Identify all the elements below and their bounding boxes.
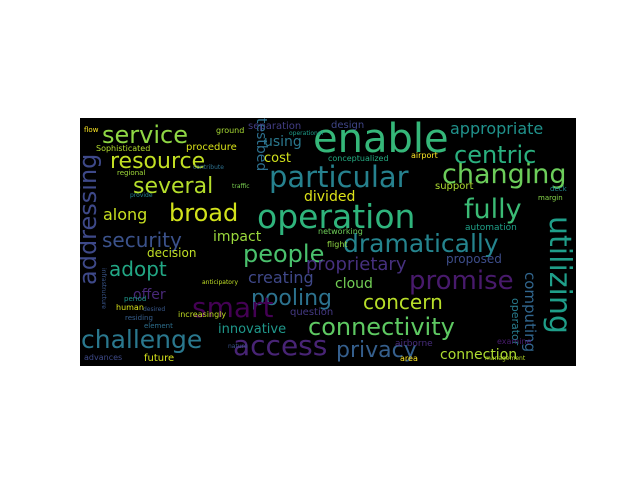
word-proposed: proposed [446, 252, 502, 266]
word-airborne: airborne [395, 339, 433, 349]
word-cloud: operation enable particular changing ser… [80, 118, 576, 366]
word-period: period [124, 295, 147, 303]
word-ground: ground [216, 126, 245, 135]
word-examine: examine [497, 337, 532, 346]
word-several: several [133, 174, 214, 199]
word-support: support [435, 181, 474, 192]
word-service: service [102, 121, 188, 149]
word-element: element [144, 322, 173, 330]
word-desired: desired [143, 306, 166, 313]
word-advances: advances [84, 353, 123, 362]
word-particular: particular [269, 160, 409, 194]
word-management: management [485, 355, 526, 362]
word-airport: airport [411, 151, 438, 160]
word-nature: nature [228, 343, 248, 350]
word-decision: decision [147, 246, 197, 260]
word-connectivity: connectivity [308, 313, 455, 341]
word-margin: margin [538, 194, 563, 202]
word-cost: cost [264, 151, 291, 166]
word-dramatically: dramatically [343, 229, 499, 258]
word-concern: concern [363, 290, 443, 314]
word-offer: offer [133, 287, 166, 303]
word-procedure: procedure [186, 142, 237, 153]
word-anticipatory: anticipatory [202, 279, 238, 286]
word-cloud: cloud [335, 276, 373, 292]
word-fully: fully [464, 194, 522, 225]
word-addressing: addressing [80, 153, 102, 285]
word-flow: flow [84, 126, 99, 134]
word-infrastructure: infrastructure [100, 268, 107, 309]
word-flight: flight [327, 240, 348, 249]
word-operational: operational [289, 130, 324, 137]
word-smart: smart [192, 291, 274, 324]
word-residing: residing [125, 314, 153, 322]
word-sophisticated: Sophisticated [96, 144, 151, 153]
word-security: security [102, 228, 182, 252]
word-automation: automation [465, 223, 517, 233]
word-deck: deck [550, 185, 567, 193]
word-adopt: adopt [109, 257, 167, 281]
word-divided: divided [304, 189, 356, 205]
word-contribute: contribute [193, 164, 224, 171]
word-along: along [103, 205, 148, 224]
word-centric: centric [454, 141, 537, 169]
word-access: access [233, 329, 328, 362]
word-connection: connection [440, 347, 518, 363]
word-networking: networking [318, 227, 363, 236]
word-traffic: traffic [232, 183, 250, 190]
word-future: future [144, 353, 175, 364]
word-privacy: privacy [336, 338, 417, 363]
word-resource: resource [110, 149, 206, 174]
word-separation: separation [248, 121, 302, 132]
word-conceptualized: conceptualized [328, 154, 389, 163]
word-enable: enable [313, 118, 449, 162]
word-broad: broad [169, 199, 239, 227]
word-appropriate: appropriate [450, 119, 544, 138]
word-human: human [116, 303, 144, 312]
word-changing: changing [442, 159, 567, 190]
word-creating: creating [248, 268, 314, 287]
word-utilizing: utilizing [542, 216, 576, 334]
word-pooling: pooling [251, 286, 333, 311]
word-regional: regional [117, 169, 146, 177]
word-proprietary: proprietary [306, 254, 407, 275]
word-increasingly: increasingly [178, 310, 227, 319]
word-innovative: innovative [218, 322, 287, 337]
word-design: design [331, 120, 365, 131]
word-promise: promise [409, 266, 514, 296]
word-area: area [400, 354, 418, 363]
word-people: people [243, 240, 325, 268]
word-provide: provide [130, 192, 153, 199]
word-operation: operation [257, 197, 416, 236]
word-impact: impact [213, 229, 262, 245]
word-question: question [290, 307, 334, 318]
word-using: using [264, 134, 302, 150]
word-challenge: challenge [81, 325, 203, 354]
